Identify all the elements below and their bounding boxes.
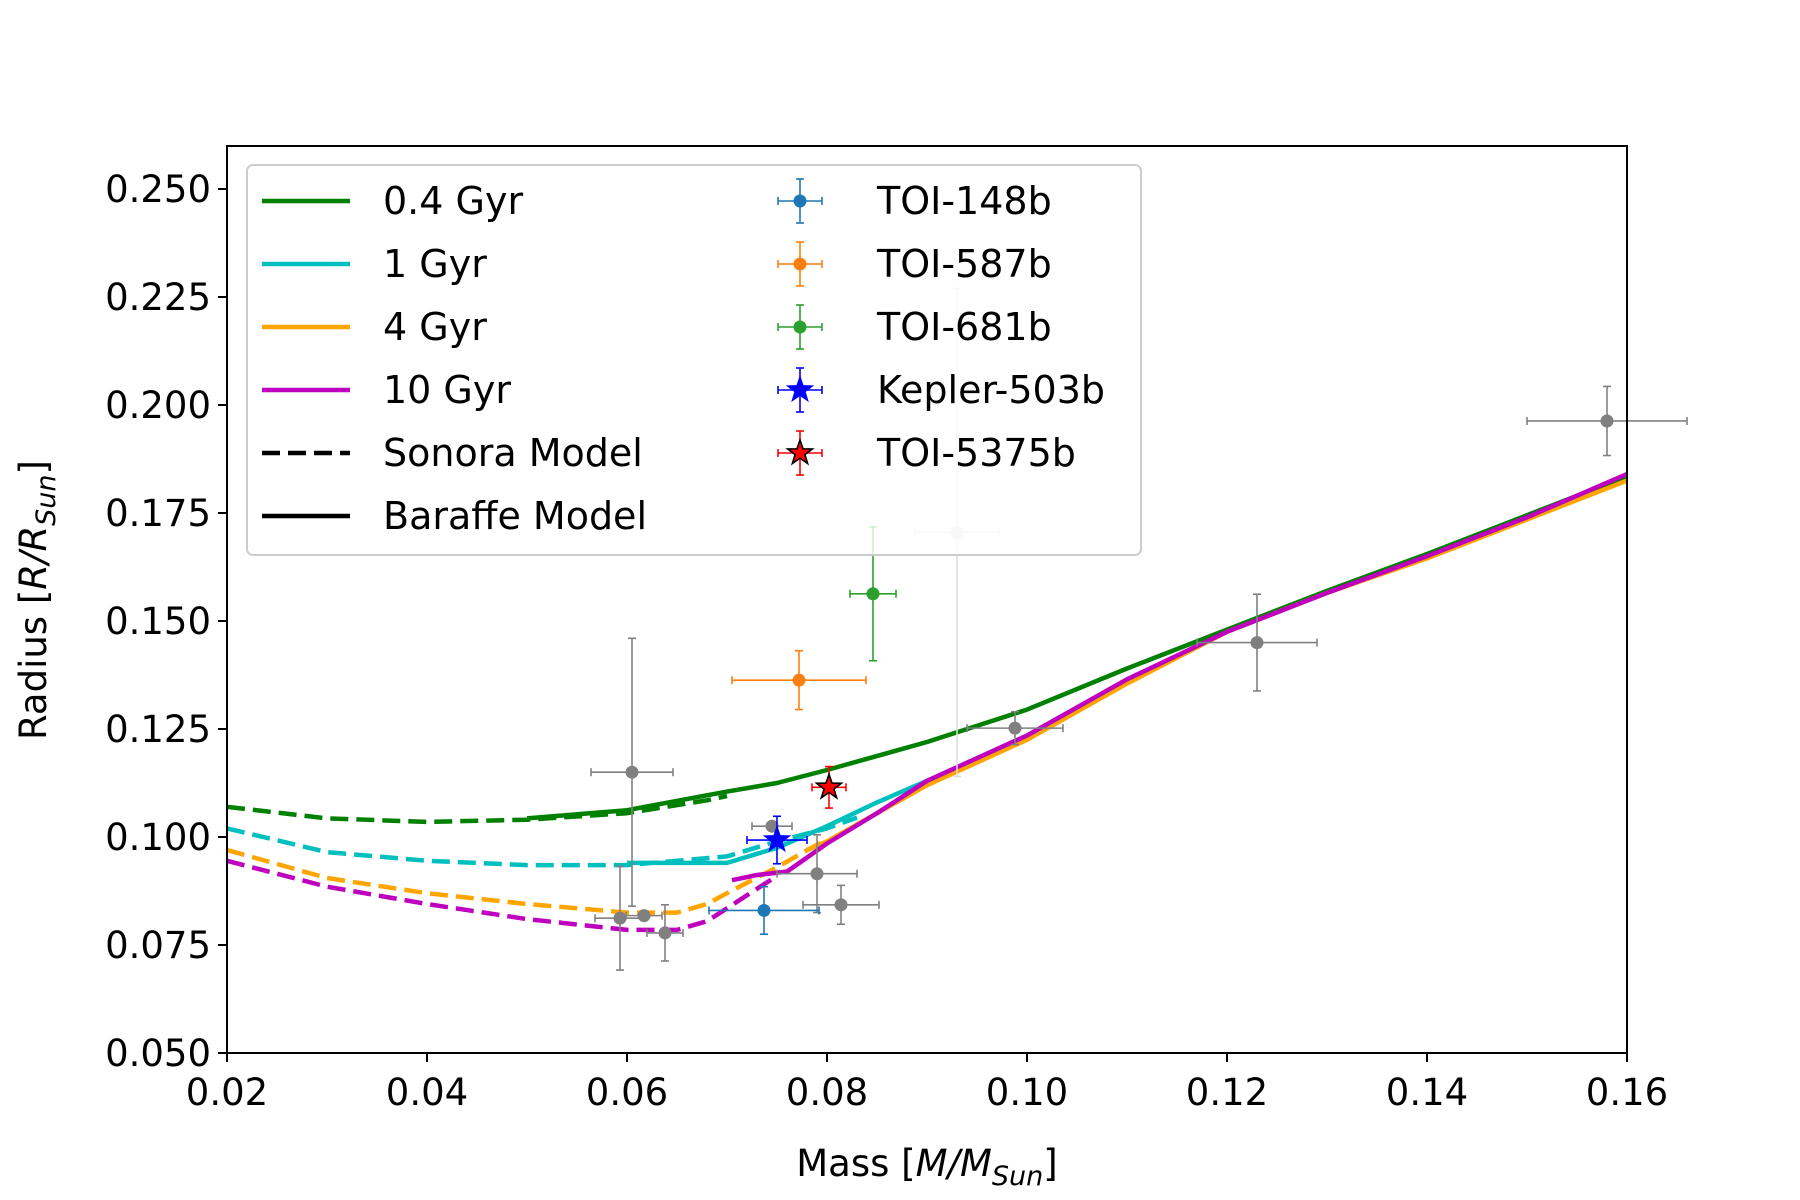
other-point-11 bbox=[1600, 414, 1614, 428]
series-line-10-gyr-sonora bbox=[227, 858, 779, 933]
other-point-6 bbox=[810, 867, 824, 881]
point-toi-681b bbox=[866, 587, 880, 601]
legend-marker bbox=[785, 437, 815, 466]
legend: 0.4 Gyr 1 Gyr 4 Gyr 10 Gyr Sonora Model Baraf… bbox=[246, 164, 1142, 556]
y-tick-label: 0.150 bbox=[105, 600, 211, 643]
other-point-3 bbox=[637, 909, 651, 923]
legend-handle-toi-587b bbox=[777, 241, 823, 287]
legend-handle-toi-681b bbox=[777, 304, 823, 350]
other-point-2 bbox=[613, 911, 627, 925]
series-line-10-gyr-baraffe bbox=[731, 472, 1627, 883]
other-point-5 bbox=[765, 819, 779, 833]
other-point-4 bbox=[658, 926, 672, 940]
legend-handle-toi-148b bbox=[777, 178, 823, 224]
x-tick-label: 0.14 bbox=[1386, 1071, 1468, 1114]
x-tick-label: 0.06 bbox=[586, 1071, 668, 1114]
point-kepler-503b bbox=[762, 825, 792, 853]
legend-label-toi-148b: TOI-148b bbox=[876, 179, 1052, 223]
axis-label-prefix: Radius [ bbox=[12, 590, 55, 740]
y-tick-label: 0.250 bbox=[105, 168, 211, 211]
y-axis-label: Radius [R/RSun] bbox=[12, 460, 62, 740]
axis-ticks: 0.02 0.04 0.06 0.08 0.10 0.12 0.14 0.16 0.050 0.0… bbox=[105, 168, 1668, 1114]
x-tick-label: 0.12 bbox=[1186, 1071, 1268, 1114]
axis-label-subscript: Sun bbox=[992, 1161, 1043, 1192]
x-axis-label: Mass [M/MSun] bbox=[796, 1142, 1057, 1192]
axis-label-suffix: ] bbox=[1043, 1142, 1057, 1185]
legend-label-1-gyr: 1 Gyr bbox=[383, 242, 487, 286]
y-tick-label: 0.175 bbox=[105, 492, 211, 535]
x-tick-label: 0.02 bbox=[186, 1071, 268, 1114]
legend-label-toi-681b: TOI-681b bbox=[876, 305, 1052, 349]
legend-marker bbox=[793, 320, 807, 334]
point-toi-587b bbox=[792, 673, 806, 687]
data-points bbox=[590, 287, 1688, 971]
axis-label-subscript: Sun bbox=[31, 474, 62, 525]
x-tick-label: 0.16 bbox=[1586, 1071, 1668, 1114]
model-curves bbox=[227, 472, 1627, 933]
y-tick-label: 0.100 bbox=[105, 816, 211, 859]
other-point-10 bbox=[1250, 636, 1264, 650]
legend-label-toi-5375b: TOI-5375b bbox=[876, 431, 1076, 475]
axis-label-prefix: Mass [ bbox=[796, 1142, 915, 1185]
legend-label-toi-587b: TOI-587b bbox=[876, 242, 1052, 286]
legend-label-4-gyr: 4 Gyr bbox=[383, 305, 487, 349]
point-toi-5375b bbox=[814, 771, 844, 800]
legend-label-sonora-model: Sonora Model bbox=[383, 431, 643, 475]
y-tick-label: 0.050 bbox=[105, 1032, 211, 1075]
y-tick-label: 0.075 bbox=[105, 924, 211, 967]
axis-label-suffix: ] bbox=[12, 460, 55, 474]
y-tick-label: 0.200 bbox=[105, 384, 211, 427]
legend-marker bbox=[793, 194, 807, 208]
x-tick-label: 0.08 bbox=[786, 1071, 868, 1114]
y-tick-label: 0.125 bbox=[105, 708, 211, 751]
other-point-9 bbox=[1008, 721, 1022, 735]
legend-marker bbox=[785, 375, 815, 403]
point-toi-148b bbox=[757, 903, 771, 917]
legend-marker bbox=[793, 257, 807, 271]
legend-label-10-gyr: 10 Gyr bbox=[383, 368, 511, 412]
legend-handle-toi-5375b bbox=[777, 430, 823, 476]
legend-label-0-4-gyr: 0.4 Gyr bbox=[383, 179, 523, 223]
axis-label-variable: M/M bbox=[916, 1142, 992, 1185]
y-tick-label: 0.225 bbox=[105, 276, 211, 319]
point-kepler-503b-errorbar bbox=[746, 815, 808, 865]
legend-handle-kepler-503b bbox=[777, 367, 823, 413]
legend-box bbox=[246, 164, 1142, 556]
x-tick-label: 0.04 bbox=[386, 1071, 468, 1114]
axis-label-variable: R/R bbox=[12, 526, 55, 590]
series-line-0-4-gyr-sonora bbox=[227, 793, 728, 825]
series-line-4-gyr-sonora bbox=[227, 837, 829, 915]
other-point-7 bbox=[834, 898, 848, 912]
legend-label-kepler-503b: Kepler-503b bbox=[877, 368, 1105, 412]
other-point-1 bbox=[625, 765, 639, 779]
x-tick-label: 0.10 bbox=[986, 1071, 1068, 1114]
plot-frame bbox=[226, 145, 1628, 1054]
legend-label-baraffe-model: Baraffe Model bbox=[383, 494, 647, 538]
